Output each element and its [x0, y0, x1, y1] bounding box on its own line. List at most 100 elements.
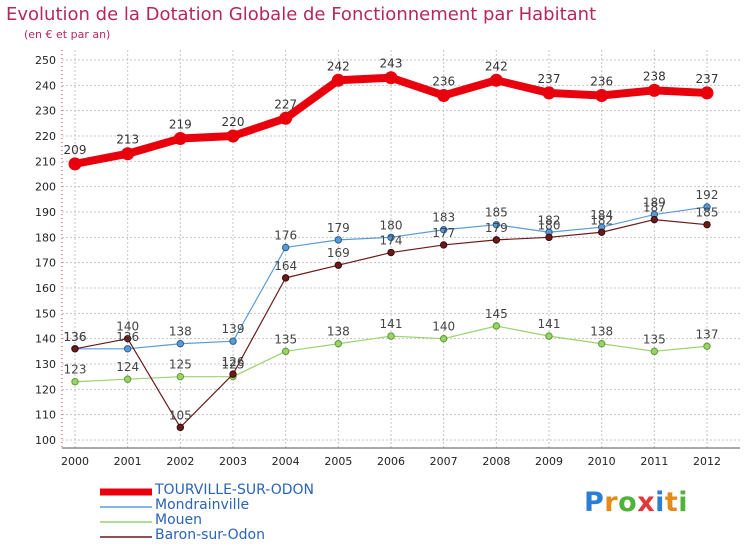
data-label: 183: [432, 211, 455, 225]
tick-labels: 1001101201301401501601701801902002102202…: [35, 54, 721, 468]
data-label: 138: [590, 325, 613, 339]
data-point: [71, 378, 79, 386]
data-point: [439, 226, 448, 234]
data-point: [439, 334, 448, 343]
legend-item[interactable]: Mouen: [100, 513, 400, 529]
plot-background: [62, 50, 742, 448]
data-point: [176, 423, 185, 432]
data-label: 125: [169, 358, 192, 372]
data-point: [595, 88, 609, 102]
data-label: 219: [169, 118, 192, 132]
legend-label: Mondrainville: [155, 497, 250, 513]
data-point: [542, 86, 556, 100]
data-point: [334, 261, 343, 269]
x-tick-label: 2012: [693, 455, 721, 468]
data-point: [597, 340, 606, 348]
data-point: [334, 236, 343, 244]
data-point: [650, 215, 659, 224]
data-label: 180: [380, 218, 403, 232]
y-tick-label: 210: [35, 155, 56, 168]
x-tick-label: 2004: [272, 455, 300, 468]
data-point: [176, 372, 185, 381]
x-tick-label: 2008: [482, 455, 510, 468]
data-label: 209: [64, 143, 87, 157]
legend-item[interactable]: Baron-sur-Odon: [100, 528, 400, 544]
data-point: [123, 375, 132, 383]
data-label: 236: [590, 74, 613, 88]
legend: TOURVILLE-SUR-ODON Mondrainville Mouen B…: [100, 482, 400, 544]
y-tick-label: 120: [35, 383, 56, 396]
data-point: [384, 71, 398, 85]
data-label: 238: [643, 69, 666, 83]
data-point: [703, 342, 711, 350]
chart-subtitle: (en € et par an): [24, 28, 111, 41]
data-label: 179: [327, 221, 350, 235]
data-point: [229, 370, 237, 378]
legend-item[interactable]: Mondrainville: [100, 497, 400, 514]
data-point: [439, 241, 448, 249]
series-group: [68, 71, 714, 432]
data-point: [492, 322, 501, 330]
data-label: 136: [64, 330, 87, 344]
data-point: [176, 340, 185, 348]
legend-swatch: [100, 521, 152, 523]
plot-area: [62, 50, 742, 448]
data-label: 169: [327, 246, 350, 260]
data-label: 242: [485, 59, 508, 73]
data-label: 145: [485, 307, 508, 321]
data-label: 138: [327, 325, 350, 339]
data-label: 138: [169, 325, 192, 339]
x-tick-label: 2005: [324, 455, 352, 468]
x-tick-label: 2003: [219, 455, 247, 468]
data-label: 137: [696, 327, 719, 341]
data-point: [437, 88, 451, 102]
data-label: 140: [116, 320, 139, 334]
data-label: 237: [538, 72, 561, 86]
data-label: 213: [116, 133, 139, 147]
data-label: 139: [222, 322, 245, 336]
data-point: [597, 228, 606, 236]
data-label: 227: [274, 97, 297, 111]
data-label: 180: [538, 218, 561, 232]
y-tick-label: 170: [35, 257, 56, 270]
proxiti-logo: Proxiti: [584, 487, 689, 518]
y-tick-label: 160: [35, 282, 56, 295]
data-point: [650, 347, 659, 356]
y-tick-label: 140: [35, 333, 56, 346]
data-label: 185: [485, 206, 508, 220]
y-tick-label: 190: [35, 206, 56, 219]
data-label: 236: [432, 74, 455, 88]
data-point: [703, 220, 711, 229]
y-tick-label: 200: [35, 181, 56, 194]
data-label: 123: [64, 363, 87, 377]
data-label: 192: [696, 188, 719, 202]
data-label: 177: [432, 226, 455, 240]
data-point: [123, 334, 132, 343]
data-label: 164: [274, 259, 297, 273]
data-point: [123, 345, 132, 353]
data-point: [279, 111, 293, 125]
data-label: 124: [116, 360, 139, 374]
data-label: 135: [274, 332, 297, 346]
legend-item[interactable]: TOURVILLE-SUR-ODON: [100, 482, 400, 499]
legend-label: TOURVILLE-SUR-ODON: [155, 482, 315, 498]
data-point: [229, 337, 237, 345]
data-point: [647, 83, 661, 97]
data-point: [121, 147, 135, 161]
y-tick-label: 220: [35, 130, 56, 143]
y-tick-label: 110: [35, 409, 56, 422]
data-label: 237: [696, 72, 719, 86]
data-label: 182: [590, 213, 613, 227]
data-label: 243: [380, 57, 403, 71]
data-point: [387, 332, 395, 340]
x-tick-label: 2007: [430, 455, 458, 468]
data-point: [281, 243, 290, 252]
y-tick-label: 230: [35, 105, 56, 118]
x-tick-label: 2001: [114, 455, 142, 468]
data-point: [703, 203, 711, 211]
legend-swatch: [100, 506, 152, 508]
data-label: 189: [643, 196, 666, 210]
data-label: 126: [222, 355, 245, 369]
x-tick-label: 2002: [166, 455, 194, 468]
